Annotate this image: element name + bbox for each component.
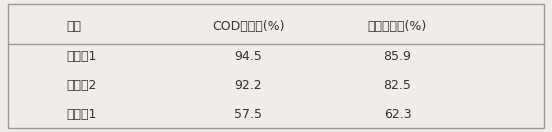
Text: 实施例1: 实施例1 <box>66 50 97 63</box>
Text: 85.9: 85.9 <box>384 50 411 63</box>
Text: 57.5: 57.5 <box>235 108 262 121</box>
Text: 项目: 项目 <box>66 20 81 33</box>
Text: 实施例2: 实施例2 <box>66 79 97 92</box>
Text: 92.2: 92.2 <box>235 79 262 92</box>
Text: COD去除率(%): COD去除率(%) <box>212 20 285 33</box>
Text: 臭氧利用率(%): 臭氧利用率(%) <box>368 20 427 33</box>
Text: 94.5: 94.5 <box>235 50 262 63</box>
Text: 82.5: 82.5 <box>384 79 411 92</box>
Text: 62.3: 62.3 <box>384 108 411 121</box>
Text: 比较例1: 比较例1 <box>66 108 97 121</box>
FancyBboxPatch shape <box>8 4 544 128</box>
